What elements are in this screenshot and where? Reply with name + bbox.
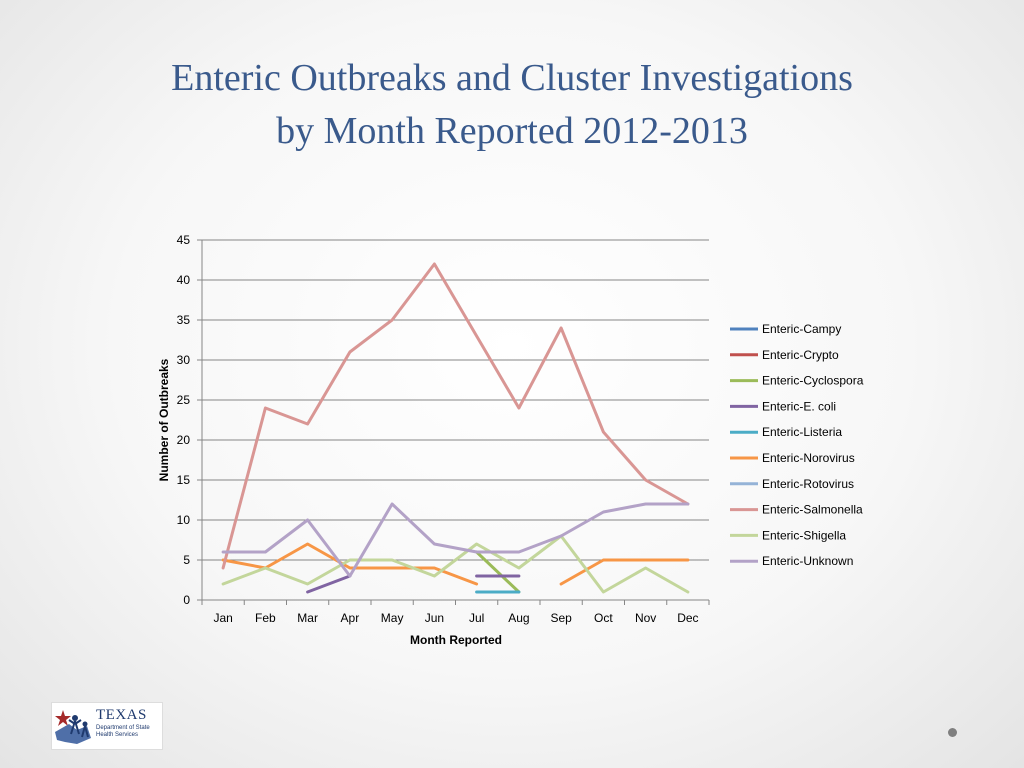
y-tick-label: 0: [183, 593, 190, 607]
series-line: [475, 550, 521, 594]
y-tick-label: 30: [177, 353, 191, 367]
x-tick-label: Jun: [425, 611, 444, 625]
texas-dshs-logo: TEXAS Department of State Health Service…: [51, 702, 163, 750]
x-tick-label: Mar: [297, 611, 318, 625]
y-tick-label: 25: [177, 393, 191, 407]
series-lines: [221, 262, 690, 594]
slide-title-line-1: Enteric Outbreaks and Cluster Investigat…: [171, 57, 853, 99]
legend-label: Enteric-Cyclospora: [762, 374, 864, 388]
slide-title: Enteric Outbreaks and Cluster Investigat…: [0, 52, 1024, 158]
legend: Enteric-Campy Enteric-Crypto Enteric-Cyclo…: [730, 322, 864, 568]
x-tick-label: Oct: [594, 611, 613, 625]
x-tick-label: Apr: [341, 611, 360, 625]
legend-label: Enteric-Crypto: [762, 348, 839, 362]
y-tick-label: 40: [177, 273, 191, 287]
y-tick-labels: 0 5 10 15 20 25 30 35 40 45: [177, 233, 191, 607]
series-line: [221, 262, 690, 570]
x-tick-labels: Jan Feb Mar Apr May Jun Jul Aug Sep Oct Nov Dec: [213, 611, 698, 625]
x-tick-label: Nov: [635, 611, 656, 625]
legend-label: Enteric-E. coli: [762, 399, 836, 413]
x-tick-label: Jan: [213, 611, 232, 625]
y-tick-label: 5: [183, 553, 190, 567]
legend-label: Enteric-Salmonella: [762, 503, 863, 517]
x-tick-label: Dec: [677, 611, 698, 625]
logo-subtext: Department of State Health Services: [96, 725, 150, 738]
x-tick-label: May: [381, 611, 404, 625]
x-tick-label: Sep: [550, 611, 572, 625]
y-axis-label: Number of Outbreaks: [157, 358, 171, 481]
legend-label: Enteric-Rotovirus: [762, 477, 854, 491]
y-tick-label: 35: [177, 313, 191, 327]
x-tick-label: Jul: [469, 611, 484, 625]
y-tick-label: 10: [177, 513, 191, 527]
legend-label: Enteric-Norovirus: [762, 451, 855, 465]
y-tick-label: 15: [177, 473, 191, 487]
y-tick-label: 20: [177, 433, 191, 447]
legend-label: Enteric-Shigella: [762, 528, 846, 542]
slide-title-line-2: by Month Reported 2012-2013: [276, 110, 748, 152]
series-line: [306, 574, 521, 594]
y-tick-label: 45: [177, 233, 191, 247]
x-axis-label: Month Reported: [410, 633, 502, 647]
legend-label: Enteric-Listeria: [762, 425, 842, 439]
x-tick-label: Aug: [508, 611, 529, 625]
legend-label: Enteric-Unknown: [762, 554, 853, 568]
logo-text: TEXAS: [96, 707, 147, 723]
legend-label: Enteric-Campy: [762, 322, 841, 336]
axes: Number of Outbreaks Month Reported: [157, 240, 709, 647]
series-line: [221, 502, 690, 578]
texas-star-people-icon: [55, 710, 91, 744]
slide-indicator-dot: [948, 728, 957, 737]
gridlines: [197, 239, 710, 605]
x-tick-label: Feb: [255, 611, 276, 625]
series-line: [221, 534, 690, 594]
